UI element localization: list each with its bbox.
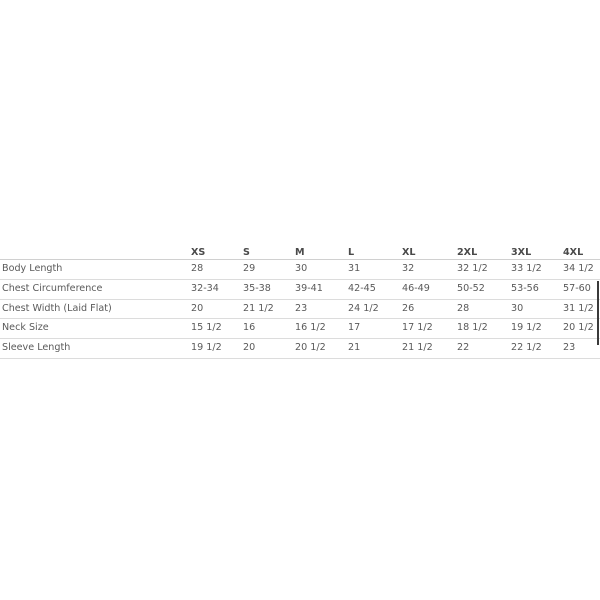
table-cell: 20 1/2 — [563, 322, 594, 334]
table-cell: 16 1/2 — [295, 322, 326, 334]
table-cell: 18 1/2 — [457, 322, 488, 334]
table-cell: 39-41 — [295, 282, 323, 294]
table-cell: 19 1/2 — [191, 342, 222, 354]
column-header: S — [243, 247, 250, 258]
table-row: Sleeve Length 19 1/2 20 20 1/2 21 21 1/2 22 22 … — [0, 339, 600, 359]
table-cell: 28 — [191, 263, 204, 274]
size-chart-table: XS S M L XL 2XL 3XL 4XL Body Length 28 29 30 31 32 32 … — [0, 243, 600, 359]
row-label: Body Length — [2, 263, 63, 274]
table-cell: 35-38 — [243, 282, 271, 294]
scrollbar[interactable] — [597, 281, 599, 345]
table-cell: 24 1/2 — [348, 302, 379, 314]
row-label: Chest Width (Laid Flat) — [2, 302, 112, 314]
table-cell: 57-60 — [563, 282, 591, 294]
table-cell: 21 — [348, 342, 361, 354]
table-cell: 20 — [191, 302, 204, 314]
column-header: 4XL — [563, 247, 584, 258]
table-cell: 21 1/2 — [243, 302, 274, 314]
row-label: Sleeve Length — [2, 342, 71, 354]
table-cell: 30 — [295, 263, 308, 274]
table-cell: 34 1/2 — [563, 263, 594, 274]
table-cell: 50-52 — [457, 282, 485, 294]
table-row: Chest Circumference 32-34 35-38 39-41 42-45 4… — [0, 280, 600, 300]
column-header: M — [295, 247, 305, 258]
row-label: Chest Circumference — [2, 282, 103, 294]
table-cell: 33 1/2 — [511, 263, 542, 274]
table-cell: 17 — [348, 322, 361, 334]
column-header: L — [348, 247, 355, 258]
table-cell: 31 — [348, 263, 361, 274]
table-row: Neck Size 15 1/2 16 16 1/2 17 17 1/2 18 1/2 19 … — [0, 319, 600, 340]
table-cell: 53-56 — [511, 282, 539, 294]
table-cell: 20 1/2 — [295, 342, 326, 354]
table-cell: 22 — [457, 342, 470, 354]
table-cell: 32-34 — [191, 282, 219, 294]
table-cell: 23 — [295, 302, 308, 314]
table-row: Chest Width (Laid Flat) 20 21 1/2 23 24 1/2 2… — [0, 300, 600, 320]
table-row: Body Length 28 29 30 31 32 32 1/2 33 1/2 34 1/2 — [0, 260, 600, 280]
table-cell: 21 1/2 — [402, 342, 433, 354]
table-cell: 22 1/2 — [511, 342, 542, 354]
column-header: 2XL — [457, 247, 478, 258]
column-header: XL — [402, 247, 416, 258]
table-cell: 46-49 — [402, 282, 430, 294]
table-cell: 28 — [457, 302, 470, 314]
table-header-row: XS S M L XL 2XL 3XL 4XL — [0, 243, 600, 260]
table-cell: 32 — [402, 263, 415, 274]
table-cell: 32 1/2 — [457, 263, 488, 274]
table-cell: 15 1/2 — [191, 322, 222, 334]
table-cell: 16 — [243, 322, 256, 334]
table-cell: 20 — [243, 342, 256, 354]
table-cell: 19 1/2 — [511, 322, 542, 334]
table-cell: 23 — [563, 342, 576, 354]
table-cell: 26 — [402, 302, 415, 314]
column-header: 3XL — [511, 247, 532, 258]
row-label: Neck Size — [2, 322, 49, 334]
table-cell: 17 1/2 — [402, 322, 433, 334]
table-cell: 31 1/2 — [563, 302, 594, 314]
table-cell: 30 — [511, 302, 524, 314]
table-cell: 29 — [243, 263, 256, 274]
column-header: XS — [191, 247, 206, 258]
table-cell: 42-45 — [348, 282, 376, 294]
